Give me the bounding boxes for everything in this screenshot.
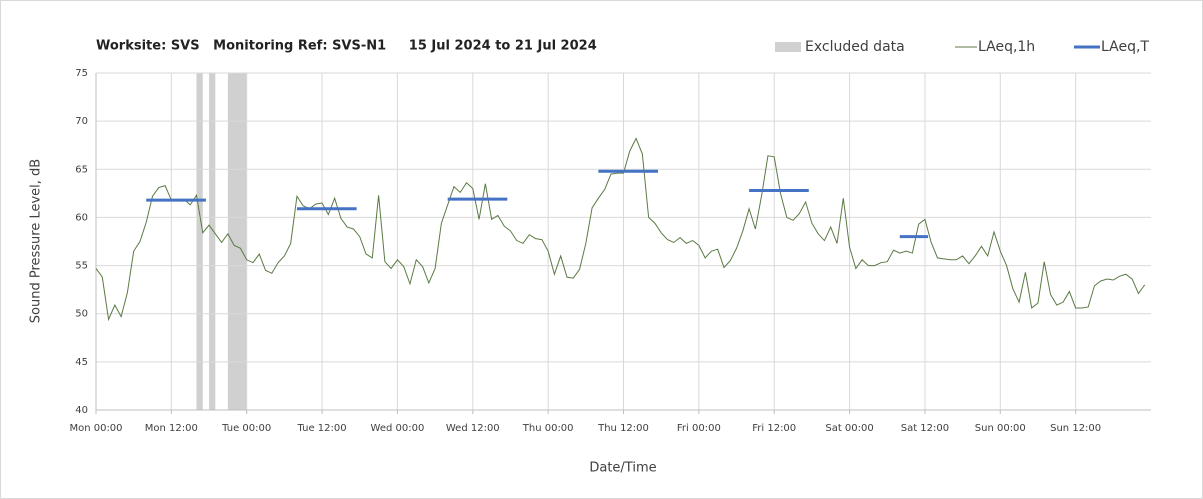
chart-title: Worksite: SVS Monitoring Ref: SVS-N1 15 …: [96, 39, 597, 54]
x-tick-label: Mon 00:00: [69, 423, 122, 434]
y-tick-label: 60: [75, 212, 88, 223]
legend-swatch: [775, 42, 801, 52]
legend-label: Excluded data: [805, 39, 905, 55]
x-tick-label: Sat 00:00: [825, 423, 873, 434]
x-tick-label: Wed 00:00: [371, 423, 425, 434]
x-tick-label: Sun 12:00: [1050, 423, 1101, 434]
legend-label: LAeq,T: [1101, 39, 1149, 55]
excluded-band: [196, 73, 203, 410]
y-axis-title: Sound Pressure Level, dB: [29, 159, 44, 323]
y-tick-label: 45: [75, 357, 88, 368]
x-tick-label: Tue 00:00: [221, 423, 271, 434]
y-tick-label: 55: [75, 261, 88, 272]
x-tick-label: Sat 12:00: [901, 423, 949, 434]
y-tick-label: 40: [75, 405, 88, 416]
legend-label: LAeq,1h: [978, 39, 1035, 55]
line-series: [95, 137, 1146, 322]
x-tick-label: Tue 12:00: [297, 423, 347, 434]
y-tick-label: 75: [75, 68, 88, 79]
y-tick-label: 70: [75, 116, 88, 127]
x-tick-label: Thu 00:00: [522, 423, 574, 434]
x-tick-label: Thu 12:00: [597, 423, 649, 434]
excluded-band: [227, 73, 247, 410]
x-tick-label: Wed 12:00: [446, 423, 500, 434]
x-tick-label: Sun 00:00: [975, 423, 1026, 434]
x-tick-label: Fri 00:00: [677, 423, 721, 434]
y-tick-label: 50: [75, 309, 88, 320]
x-tick-label: Mon 12:00: [145, 423, 198, 434]
x-axis-title: Date/Time: [589, 461, 656, 476]
excluded-band: [209, 73, 216, 410]
x-tick-label: Fri 12:00: [752, 423, 796, 434]
y-tick-label: 65: [75, 164, 88, 175]
